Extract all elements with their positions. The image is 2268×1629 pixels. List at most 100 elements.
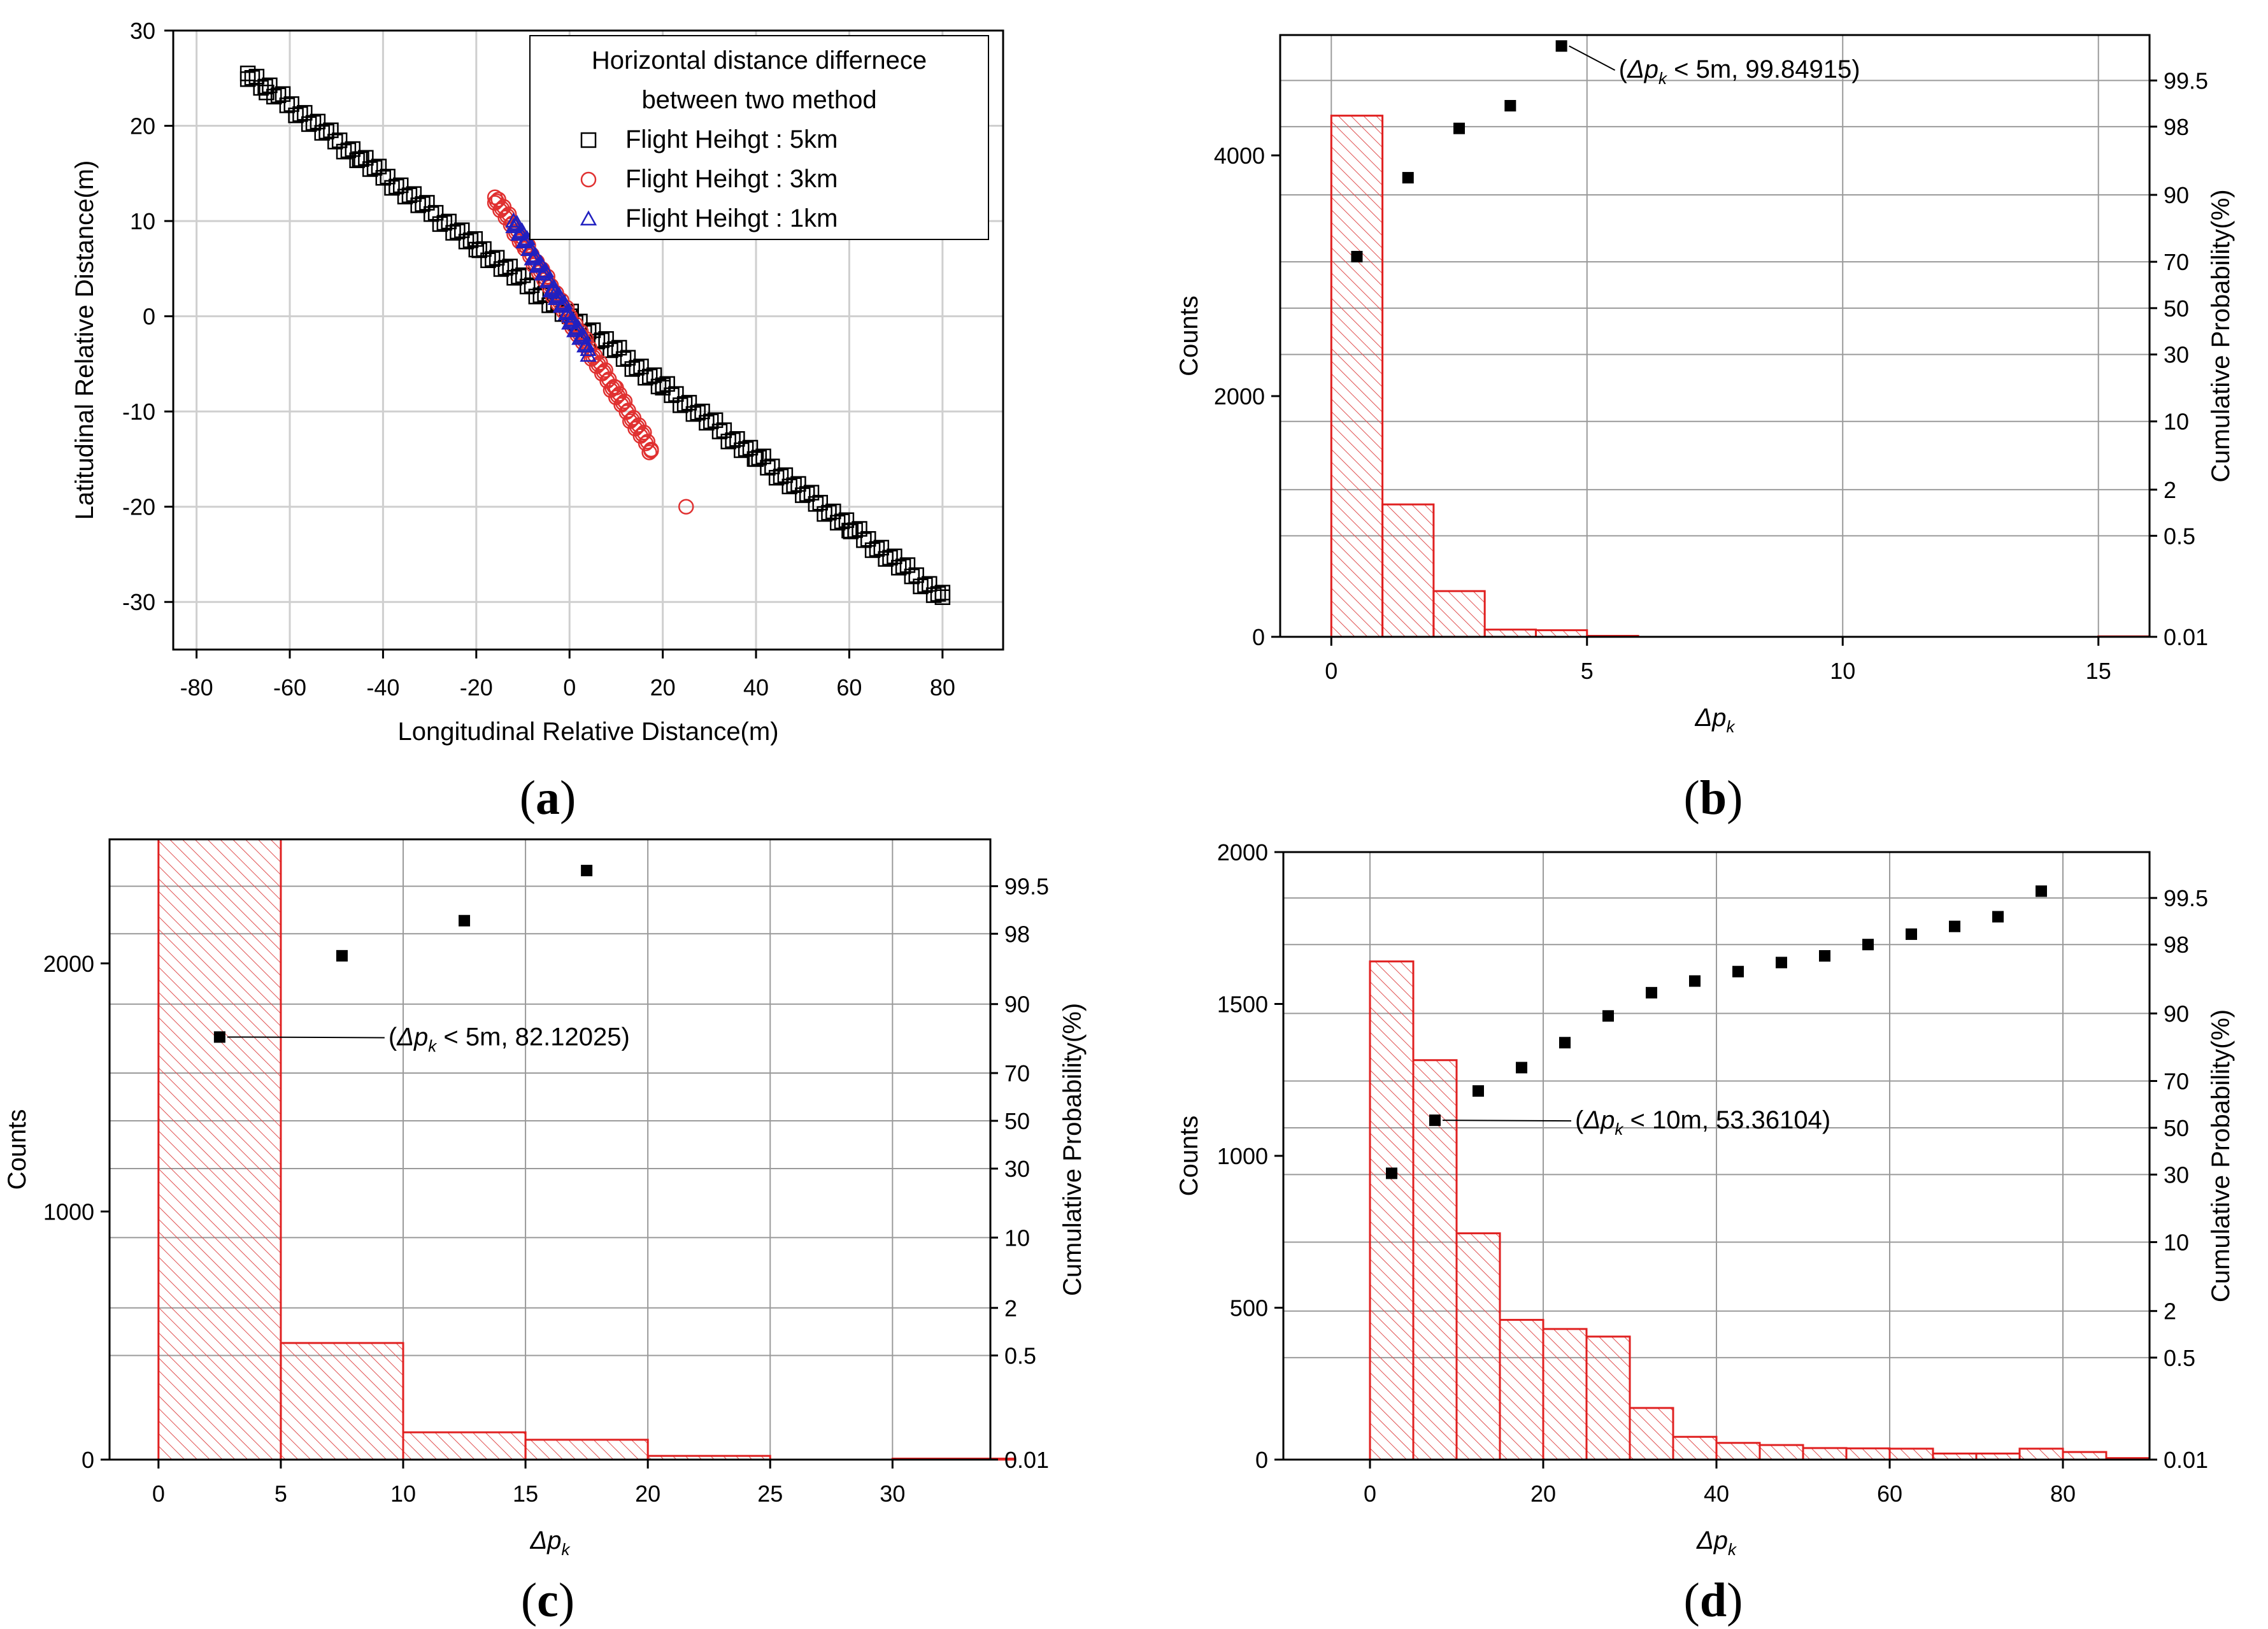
y-tick-label: 10 <box>130 208 155 234</box>
data-point-5km <box>288 107 304 124</box>
data-point-3km <box>597 362 613 378</box>
x-axis-symbol: Δp <box>1694 704 1726 732</box>
data-point-3km <box>643 441 659 458</box>
cumulative-point <box>1351 250 1363 262</box>
x-tick-label: 15 <box>513 1481 538 1507</box>
x-tick-label: -20 <box>460 674 493 701</box>
data-point-5km <box>314 125 330 141</box>
data-point-5km <box>725 432 741 448</box>
data-point-5km <box>467 231 483 247</box>
y-tick-label: 2000 <box>1217 839 1268 865</box>
prob-tick-label: 70 <box>1004 1060 1030 1086</box>
cumulative-point <box>1386 1167 1397 1179</box>
prob-tick-label: 50 <box>2164 295 2189 322</box>
panel-label-a: (a) <box>519 771 576 825</box>
x-axis-label: Longitudinal Relative Distance(m) <box>397 718 778 746</box>
x-axis-subscript: k <box>1727 717 1736 736</box>
y2-axis-label: Cumulative Probability(%) <box>2207 189 2235 482</box>
cumulative-point <box>1732 965 1744 978</box>
cumulative-point <box>1504 100 1516 112</box>
cumulative-point <box>459 914 471 927</box>
data-point-5km <box>838 512 855 529</box>
data-point-5km <box>419 195 435 211</box>
y-axis-label: Counts <box>1175 295 1203 376</box>
prob-tick-label: 0.01 <box>2164 1447 2208 1473</box>
histogram-bar <box>1715 1442 1761 1461</box>
data-point-5km <box>729 431 745 447</box>
chart-d: (Δpk < 10m, 53.36104)0 20 40 60 800500100015… <box>1175 839 2235 1559</box>
prob-tick-label: 0.5 <box>2164 523 2195 549</box>
data-point-3km <box>641 445 657 460</box>
legend-marker-1km <box>580 210 597 226</box>
prob-tick-label: 50 <box>1004 1108 1030 1134</box>
x-tick-label: 20 <box>650 674 676 701</box>
x-axis-label: Δpk <box>1694 704 1736 736</box>
annotation-label: (Δpk < 10m, 53.36104) <box>1575 1106 1830 1139</box>
data-point-5km <box>676 396 693 412</box>
x-axis-symbol: Δp <box>1696 1526 1728 1554</box>
prob-tick-label: 90 <box>2164 182 2189 208</box>
data-point-5km <box>445 225 461 241</box>
legend-title: Horizontal distance differnece <box>592 46 927 75</box>
chart-b: (Δpk < 5m, 99.84915)0 5 10 1502000400099.59… <box>1175 34 2235 736</box>
prob-tick-label: 10 <box>2164 409 2189 435</box>
annotation-label: (Δpk < 5m, 82.12025) <box>389 1023 630 1055</box>
cumulative-point <box>1516 1062 1527 1074</box>
data-point-5km <box>292 106 308 122</box>
plot-frame <box>172 29 1004 651</box>
prob-tick-label: 99.5 <box>2164 68 2208 94</box>
data-point-5km <box>389 178 404 195</box>
data-point-5km <box>480 252 496 269</box>
data-point-5km <box>248 69 265 85</box>
data-point-5km <box>812 495 829 511</box>
x-tick-label: 60 <box>1877 1481 1902 1507</box>
data-point-5km <box>655 380 671 396</box>
data-point-5km <box>734 442 750 459</box>
annotation-prefix: ( <box>1575 1106 1584 1134</box>
data-point-5km <box>795 487 811 503</box>
data-point-5km <box>817 506 832 522</box>
x-tick-label: 10 <box>1830 658 1855 684</box>
data-point-5km <box>270 87 287 103</box>
prob-tick-label: 2 <box>1004 1295 1017 1321</box>
data-point-5km <box>515 267 531 283</box>
prob-tick-label: 0.01 <box>2164 624 2208 650</box>
histogram-bar <box>402 1431 527 1461</box>
x-tick-label: 80 <box>930 674 955 701</box>
data-point-5km <box>882 550 898 566</box>
histogram-bar <box>1542 1328 1588 1461</box>
histogram-bar <box>524 1439 649 1461</box>
panel-label-d: (d) <box>1683 1574 1743 1627</box>
data-point-5km <box>633 359 649 374</box>
data-point-5km <box>825 503 841 520</box>
data-point-5km <box>598 331 614 347</box>
cumulative-point <box>1559 1037 1571 1049</box>
data-point-5km <box>485 251 501 267</box>
prob-tick-label: 98 <box>2164 932 2189 958</box>
data-point-3km <box>617 393 633 409</box>
data-point-5km <box>777 467 794 483</box>
data-point-5km <box>781 478 797 495</box>
x-axis-subscript: k <box>562 1540 571 1559</box>
y-tick-label: 2000 <box>43 951 94 977</box>
data-point-5km <box>913 578 929 595</box>
data-point-5km <box>392 177 409 194</box>
data-point-5km <box>860 530 876 547</box>
data-point-5km <box>279 97 296 113</box>
annotation-value: < 5m, 99.84915) <box>1667 55 1860 83</box>
prob-tick-label: 50 <box>2164 1115 2189 1141</box>
data-point-5km <box>620 350 636 366</box>
data-point-5km <box>310 113 326 130</box>
data-point-1km <box>505 212 522 228</box>
x-tick-label: 10 <box>390 1481 416 1507</box>
prob-tick-label: 98 <box>1004 921 1030 947</box>
data-point-5km <box>751 450 767 466</box>
y-axis-label: Latitudinal Relative Distance(m) <box>71 160 99 520</box>
data-point-5km <box>934 589 951 606</box>
histogram-bar <box>1672 1435 1718 1461</box>
data-point-5km <box>878 551 894 567</box>
histogram-bar <box>1758 1444 1804 1461</box>
data-point-5km <box>760 460 776 476</box>
y-tick-label: 1000 <box>43 1199 94 1225</box>
